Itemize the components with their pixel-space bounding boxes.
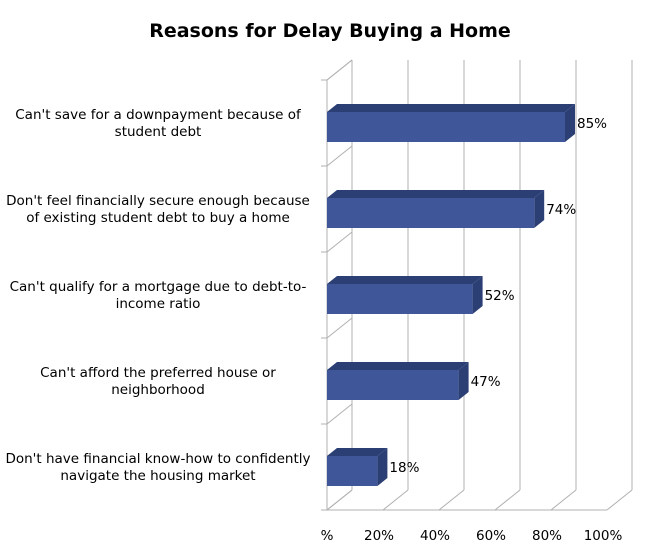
category-label-0: Can't save for a downpayment because of s… xyxy=(15,107,302,140)
x-axis-ticks: % 20% 40% 60% 80% 100% xyxy=(321,528,623,544)
bar-top-3 xyxy=(327,362,469,370)
x-tick-label-0: % xyxy=(321,528,334,544)
bar-0: 85% xyxy=(327,104,607,142)
bar-2: 52% xyxy=(327,276,515,314)
bar-end-0 xyxy=(565,104,575,142)
category-label-1: Don't feel financially secure enough bec… xyxy=(6,193,310,226)
data-label-3: 47% xyxy=(471,374,501,390)
wall-line-2 xyxy=(326,231,353,253)
x-tick-label-40: 40% xyxy=(420,528,450,544)
wall-line-1 xyxy=(326,145,353,167)
bar-top-0 xyxy=(327,104,575,112)
data-label-2: 52% xyxy=(485,288,515,304)
data-label-4: 18% xyxy=(389,460,419,476)
wall-line-0 xyxy=(326,59,353,81)
wall-line-3 xyxy=(326,317,353,339)
bar-top-4 xyxy=(327,448,388,456)
floor-line-100 xyxy=(606,489,633,511)
data-label-0: 85% xyxy=(577,116,607,132)
data-label-1: 74% xyxy=(546,202,576,218)
bar-front-0 xyxy=(327,112,565,142)
category-label-3: Can't afford the preferred house or neigh… xyxy=(40,365,276,398)
x-tick-label-20: 20% xyxy=(364,528,394,544)
bar-1: 74% xyxy=(327,190,576,228)
floor-line-80 xyxy=(550,489,577,511)
bar-end-3 xyxy=(458,362,469,400)
category-labels: Can't save for a downpayment because of s… xyxy=(5,107,310,484)
bar-end-2 xyxy=(472,276,483,314)
bar-front-2 xyxy=(327,284,473,314)
bar-end-4 xyxy=(377,448,388,486)
bar-top-2 xyxy=(327,276,483,284)
bars: 85% 74% 52% 47% 18% xyxy=(327,104,607,486)
wall-line-4 xyxy=(326,403,353,425)
category-label-2: Can't qualify for a mortgage due to debt… xyxy=(10,279,307,312)
bar-4: 18% xyxy=(327,448,420,486)
bar-end-1 xyxy=(534,190,545,228)
x-tick-label-100: 100% xyxy=(584,528,623,544)
bar-top-1 xyxy=(327,190,545,198)
wall-line-5 xyxy=(326,489,353,511)
category-label-4: Don't have financial know-how to confide… xyxy=(5,451,310,484)
bar-front-3 xyxy=(327,370,459,400)
chart-title: Reasons for Delay Buying a Home xyxy=(149,20,511,42)
floor-line-40 xyxy=(438,489,465,511)
bar-3: 47% xyxy=(327,362,501,400)
bar-front-1 xyxy=(327,198,535,228)
bar-front-4 xyxy=(327,456,378,486)
floor-line-20 xyxy=(382,489,409,511)
x-tick-label-60: 60% xyxy=(476,528,506,544)
floor-line-60 xyxy=(494,489,521,511)
x-tick-label-80: 80% xyxy=(532,528,562,544)
